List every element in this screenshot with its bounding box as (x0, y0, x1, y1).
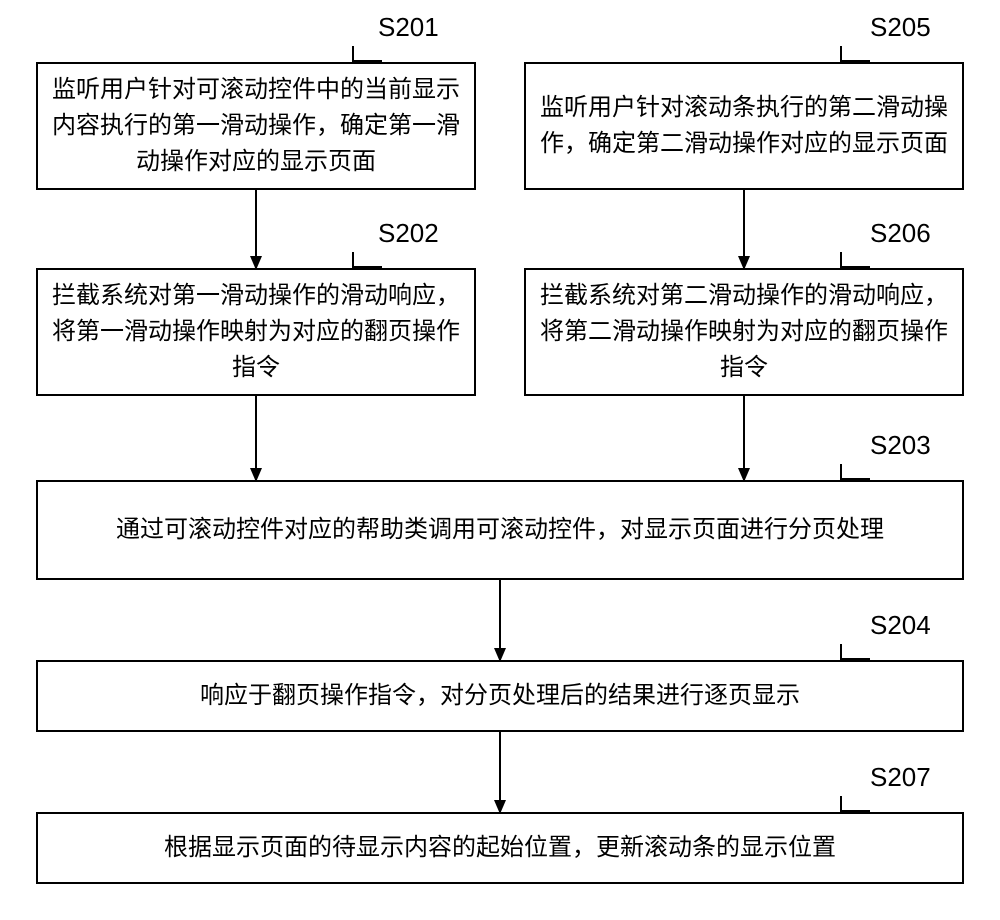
step-label-s203: S203 (870, 430, 931, 461)
step-text-s202: 拦截系统对第一滑动操作的滑动响应，将第一滑动操作映射为对应的翻页操作指令 (50, 278, 462, 386)
step-label-s202: S202 (378, 218, 439, 249)
step-box-s203: 通过可滚动控件对应的帮助类调用可滚动控件，对显示页面进行分页处理 (36, 480, 964, 580)
callout-s201 (352, 46, 382, 62)
callout-s203 (840, 464, 870, 480)
step-label-s206: S206 (870, 218, 931, 249)
step-label-s207: S207 (870, 762, 931, 793)
step-label-s204: S204 (870, 610, 931, 641)
callout-s202 (352, 252, 382, 268)
step-box-s206: 拦截系统对第二滑动操作的滑动响应，将第二滑动操作映射为对应的翻页操作指令 (524, 268, 964, 396)
step-text-s207: 根据显示页面的待显示内容的起始位置，更新滚动条的显示位置 (164, 830, 836, 866)
step-text-s203: 通过可滚动控件对应的帮助类调用可滚动控件，对显示页面进行分页处理 (116, 512, 884, 548)
step-label-s205: S205 (870, 12, 931, 43)
callout-s204 (840, 644, 870, 660)
callout-s205 (840, 46, 870, 62)
step-box-s204: 响应于翻页操作指令，对分页处理后的结果进行逐页显示 (36, 660, 964, 732)
step-text-s206: 拦截系统对第二滑动操作的滑动响应，将第二滑动操作映射为对应的翻页操作指令 (538, 278, 950, 386)
step-text-s205: 监听用户针对滚动条执行的第二滑动操作，确定第二滑动操作对应的显示页面 (538, 90, 950, 162)
step-box-s207: 根据显示页面的待显示内容的起始位置，更新滚动条的显示位置 (36, 812, 964, 884)
callout-s206 (840, 252, 870, 268)
step-box-s201: 监听用户针对可滚动控件中的当前显示内容执行的第一滑动操作，确定第一滑动操作对应的… (36, 62, 476, 190)
step-text-s201: 监听用户针对可滚动控件中的当前显示内容执行的第一滑动操作，确定第一滑动操作对应的… (50, 72, 462, 180)
flowchart-canvas: S201 监听用户针对可滚动控件中的当前显示内容执行的第一滑动操作，确定第一滑动… (0, 0, 1000, 920)
step-text-s204: 响应于翻页操作指令，对分页处理后的结果进行逐页显示 (200, 678, 800, 714)
step-label-s201: S201 (378, 12, 439, 43)
step-box-s202: 拦截系统对第一滑动操作的滑动响应，将第一滑动操作映射为对应的翻页操作指令 (36, 268, 476, 396)
callout-s207 (840, 796, 870, 812)
step-box-s205: 监听用户针对滚动条执行的第二滑动操作，确定第二滑动操作对应的显示页面 (524, 62, 964, 190)
